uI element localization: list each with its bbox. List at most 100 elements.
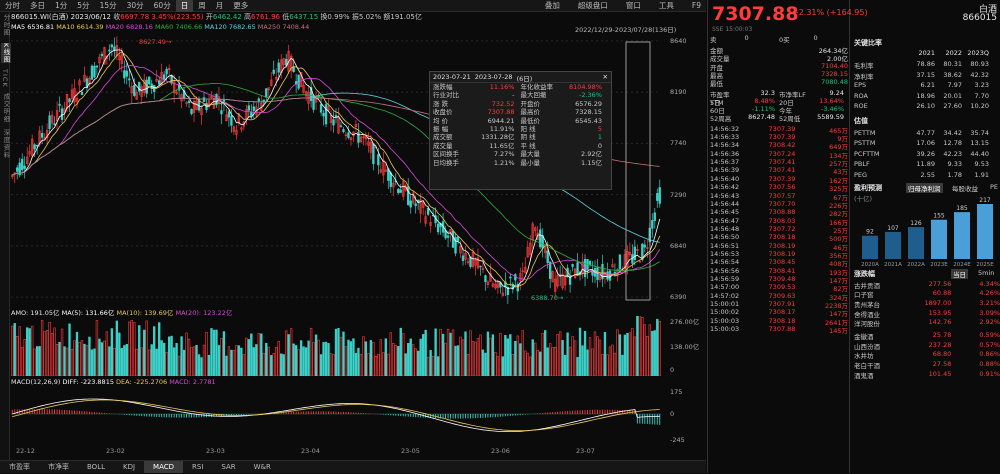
stock-row[interactable]: 古井贡酒 277.56 4.34% [854, 280, 1000, 290]
toolbar-tool-2[interactable]: 窗口 [625, 0, 641, 10]
stock-row[interactable]: 金徽酒 25.78 0.59% [854, 331, 1000, 341]
toolbar-tool-1[interactable]: 超级盘口 [577, 0, 608, 10]
indicator-tab-5[interactable]: RSI [192, 463, 204, 471]
low-value: 6437.15 [289, 13, 319, 21]
indicator-tab-0[interactable]: 市盈率 [9, 463, 30, 471]
leftnav-item-0[interactable]: 分时图 [2, 14, 10, 37]
date-range: 2022/12/29-2023/07/28(136日) [575, 26, 677, 34]
turn-value: 0.99% [327, 13, 350, 21]
forecast-tab-0[interactable]: 归母净利润 [906, 182, 943, 193]
leftnav-item-3[interactable]: 成交明细 [2, 93, 10, 124]
toolbar-tool-0[interactable]: 叠加 [544, 0, 560, 10]
period-tab-1[interactable]: 多日 [30, 0, 45, 10]
rank-tab-1[interactable]: 5min [978, 268, 995, 277]
candle-body [479, 265, 482, 268]
stats-cell: 11.91% [489, 124, 515, 133]
volume-bar [285, 330, 288, 376]
valuation-cell: PEG [854, 170, 868, 179]
stock-row[interactable]: 水井坊 68.80 0.86% [854, 350, 1000, 360]
period-tab-2[interactable]: 1分 [55, 0, 68, 10]
toolbar-tool-3[interactable]: 工具 [658, 0, 674, 10]
volume-bar [426, 356, 430, 376]
stats-from[interactable]: 2023-07-21 [433, 73, 471, 81]
stock-cell: 4.34% [979, 279, 1000, 288]
leftnav-item-1[interactable]: K线图 [1, 42, 11, 63]
tick-time: 15:00:03 [710, 325, 740, 334]
volume-bar [449, 332, 452, 376]
stats-to[interactable]: 2023-07-28 [474, 73, 513, 81]
indicator-tab-4[interactable]: MACD [144, 461, 184, 473]
period-tab-3[interactable]: 5分 [77, 0, 90, 10]
tick-time: 14:56:51 [710, 241, 740, 250]
period-toolbar: 分时 多日 1分 5分 15分 30分 60分日周月更多 叠加 超级盘口 窗口 工具 F9 [0, 0, 706, 12]
tick-price: 7308.17 [768, 308, 796, 317]
valuation-title: 估值 [854, 116, 868, 125]
candle-body [571, 264, 574, 267]
quote-metric-row: 5日 8.48% 20日 13.64% [710, 97, 848, 107]
quote-metric-cell: 市净率LF [779, 90, 806, 99]
tick-time: 14:56:50 [710, 233, 740, 242]
period-tab-0[interactable]: 分时 [5, 0, 20, 10]
stock-row[interactable]: 口子窖 60.88 4.26% [854, 289, 1000, 299]
period-tab-6[interactable]: 60分 [153, 0, 171, 10]
stock-row[interactable]: 老白干酒 27.58 0.88% [854, 360, 1000, 370]
stock-row[interactable]: 舍得酒业 153.95 3.09% [854, 309, 1000, 319]
quote-metric-cell: 52周高 [710, 115, 732, 124]
kline-chart[interactable]: 8627.49→ 6388.70→ [11, 34, 661, 304]
period-tab-8[interactable]: 周 [198, 0, 206, 10]
period-tab-5[interactable]: 30分 [126, 0, 144, 10]
forecast-tab-2[interactable]: PE [990, 182, 999, 191]
indicator-tab-6[interactable]: SAR [221, 463, 236, 471]
candle-body [421, 201, 425, 208]
forecast-bar [885, 231, 901, 259]
toolbar-tool-4[interactable]: F9 [691, 0, 701, 10]
indicator-tab-2[interactable]: BOLL [87, 463, 105, 471]
indicator-tab-1[interactable]: 市净率 [48, 463, 69, 471]
ma-legend: MA5 6536.81 MA10 6614.39 MA20 6828.16 MA… [11, 23, 611, 33]
period-tab-10[interactable]: 更多 [233, 0, 249, 10]
volume-bar [322, 342, 325, 376]
valuation-cell: 2.55 [920, 170, 935, 179]
stock-row[interactable]: 山西汾酒 237.28 0.57% [854, 341, 1000, 351]
period-tab-4[interactable]: 15分 [99, 0, 117, 10]
quote-value: 7080.48 [821, 78, 848, 87]
rank-tab-0[interactable]: 当日 [951, 268, 968, 279]
volume-chart[interactable] [11, 316, 661, 376]
macd-chart[interactable] [11, 386, 661, 446]
volume-bar [267, 346, 270, 376]
candle-body [471, 252, 475, 267]
indicator-tab-7[interactable]: W&R [253, 463, 271, 471]
stock-row[interactable]: 酒鬼酒 101.45 0.91% [854, 370, 1000, 380]
fin-header: 2021 2022 2023Q [854, 49, 1000, 59]
leftnav-item-2[interactable]: TICK [1, 68, 9, 88]
tick-row: 14:56:40 7307.39 162万 [710, 175, 848, 185]
stock-row[interactable]: 洋河股份 142.76 2.92% [854, 318, 1000, 328]
bid-ask-cell: 0 [813, 34, 818, 42]
leftnav-item-4[interactable]: 深度资料 [2, 129, 10, 160]
price-change: +2.31% (+164.95) [792, 8, 868, 17]
financials-panel: 白酒 866015 关键比率 2021 2022 2023Q 毛利率 78.86 80.31… [851, 0, 1000, 473]
period-tab-7[interactable]: 日 [175, 0, 194, 12]
period-tab-9[interactable]: 月 [215, 0, 224, 10]
volume-bar [501, 356, 505, 376]
stock-cell: 277.56 [928, 279, 952, 288]
macd-dea: DEA: -225.2706 [116, 378, 168, 386]
stock-row[interactable]: 贵州茅台 1897.00 3.21% [854, 299, 1000, 309]
volume-bar [260, 333, 263, 376]
candle-body [521, 270, 524, 273]
candle-body [120, 54, 123, 64]
close-icon[interactable]: ✕ [602, 73, 608, 81]
tick-time: 14:56:37 [710, 158, 740, 167]
forecast-tab-1[interactable]: 每股收益 [952, 184, 978, 193]
close-value: 6697.78 [120, 13, 150, 21]
fin-row: 毛利率 78.86 80.31 80.93 [854, 60, 1000, 70]
candle-body [514, 274, 517, 281]
indicator-tab-3[interactable]: KDJ [123, 463, 136, 471]
stock-cell: 水井坊 [854, 352, 874, 361]
tick-price: 7307.72 [768, 224, 796, 233]
tick-amount: 282万 [829, 210, 848, 219]
volume-bar [591, 348, 594, 376]
volume-bar [417, 350, 420, 376]
candle-body [125, 70, 128, 77]
volume-bar [172, 347, 176, 376]
